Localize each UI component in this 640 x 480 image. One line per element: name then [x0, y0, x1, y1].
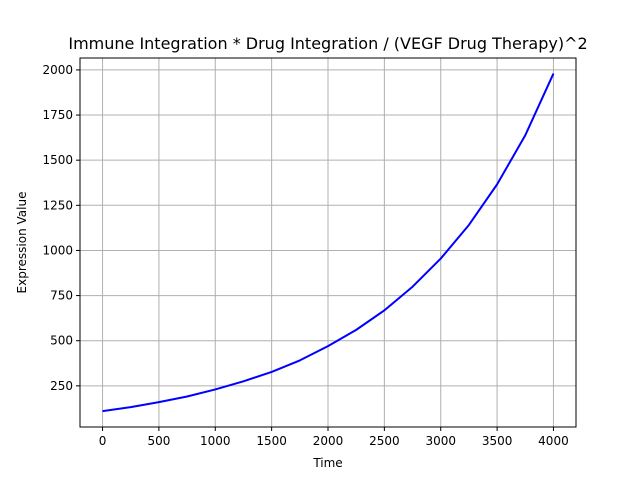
y-tick-label: 500 — [50, 334, 73, 348]
grid-lines — [80, 58, 576, 427]
chart-title: Immune Integration * Drug Integration / … — [68, 34, 587, 53]
y-tick-label: 1000 — [42, 243, 73, 257]
x-tick-label: 0 — [99, 434, 107, 448]
x-tick-label: 2000 — [313, 434, 344, 448]
y-tick-label: 2000 — [42, 63, 73, 77]
y-axis-label: Expression Value — [15, 192, 29, 294]
x-tick-label: 3500 — [482, 434, 513, 448]
series-line — [102, 73, 555, 413]
x-axis-label: Time — [312, 456, 342, 470]
x-tick-label: 1000 — [200, 434, 231, 448]
x-tick-label: 3000 — [425, 434, 456, 448]
x-tick-label: 1500 — [256, 434, 287, 448]
series-layer — [102, 73, 555, 413]
axis-ticks: 0 500 1000 1500 2000 2500 3000 3500 4000 250 500 75… — [42, 63, 568, 448]
x-tick-label: 2500 — [369, 434, 400, 448]
y-tick-label: 1750 — [42, 108, 73, 122]
y-tick-label: 1500 — [42, 153, 73, 167]
x-tick-label: 4000 — [538, 434, 569, 448]
y-tick-label: 1250 — [42, 198, 73, 212]
x-tick-label: 500 — [147, 434, 170, 448]
y-tick-label: 750 — [50, 289, 73, 303]
y-tick-label: 250 — [50, 379, 73, 393]
